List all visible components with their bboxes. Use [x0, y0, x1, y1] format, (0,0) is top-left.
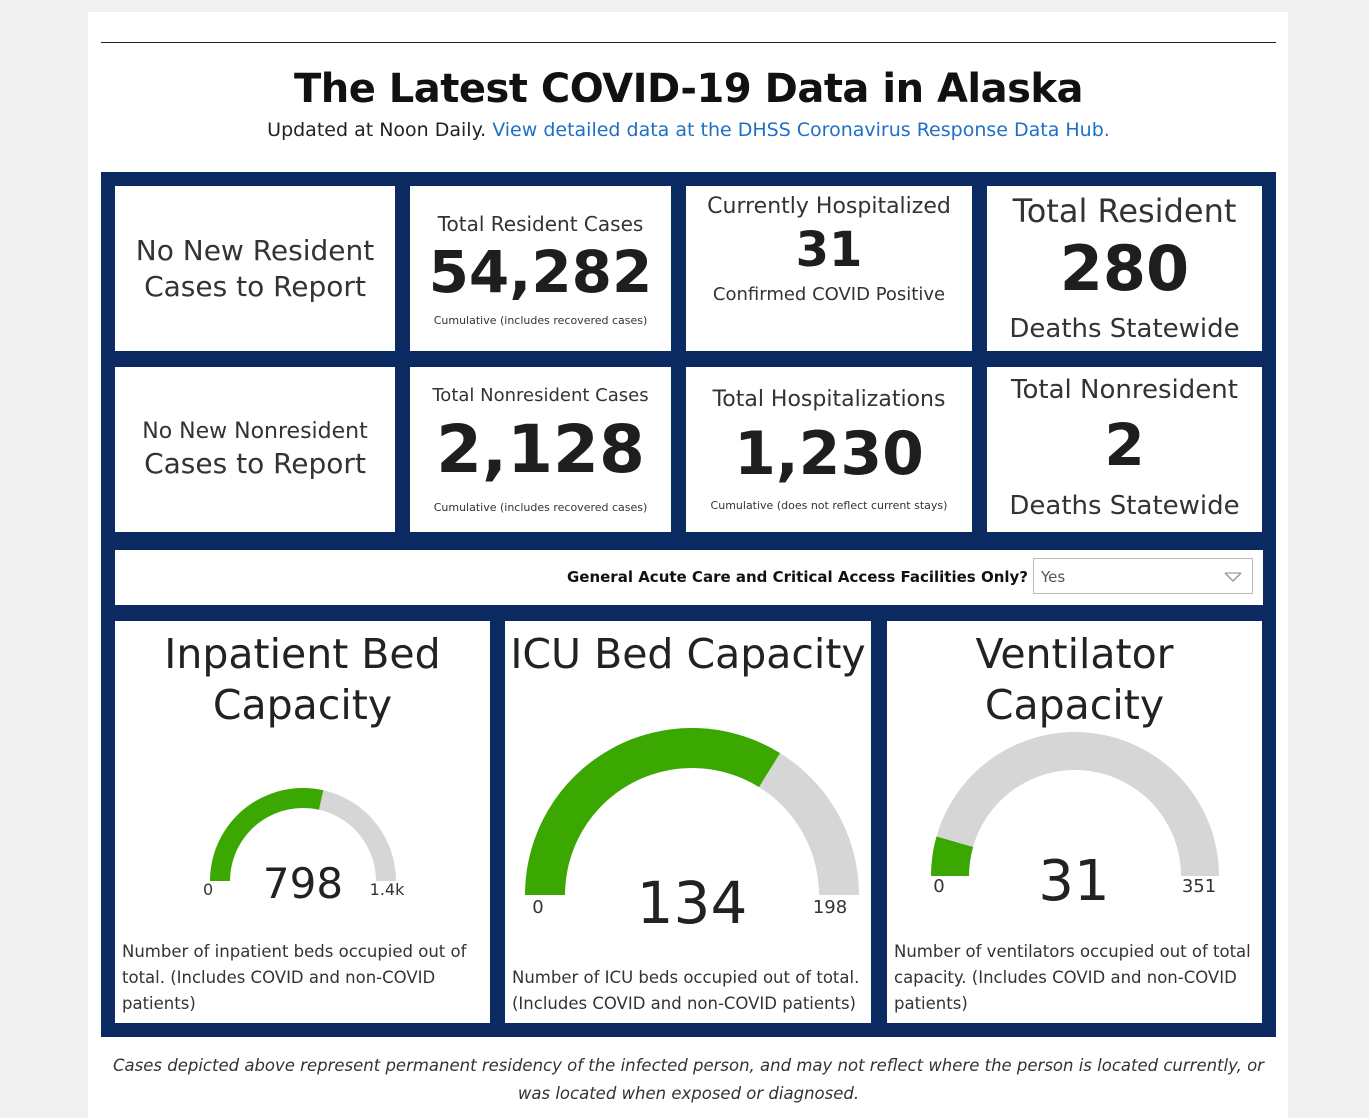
total-hospitalizations-note: Cumulative (does not reflect current sta…	[710, 499, 948, 512]
new-resident-line1: No New Resident	[135, 234, 375, 267]
inpatient-gauge-title-line2: Capacity	[212, 681, 393, 729]
icu-gauge-title: ICU Bed Capacity	[510, 630, 866, 678]
ventilator-gauge-title: Ventilator Capacity	[975, 630, 1174, 729]
subtitle-text: Updated at Noon Daily.	[267, 119, 487, 141]
ventilator-gauge-value: 31	[1038, 849, 1109, 914]
new-nonresident-cases-card: No New Nonresident Cases to Report	[115, 367, 395, 532]
total-resident-cases-note: Cumulative (includes recovered cases)	[433, 314, 648, 327]
ventilator-gauge-fill	[931, 836, 974, 876]
currently-hospitalized-note: Confirmed COVID Positive	[712, 284, 946, 305]
page-subtitle: Updated at Noon Daily. View detailed dat…	[101, 119, 1276, 141]
resident-deaths-note: Deaths Statewide	[1009, 314, 1240, 344]
resident-deaths-value: 280	[1059, 232, 1190, 305]
ventilator-gauge-card: Ventilator Capacity 0 31 351 Number of v…	[887, 621, 1262, 1023]
facility-filter-bar: General Acute Care and Critical Access F…	[115, 550, 1263, 605]
ventilator-gauge-max: 351	[1182, 876, 1216, 897]
data-hub-link[interactable]: View detailed data at the DHSS Coronavir…	[492, 119, 1110, 141]
facility-filter-value: Yes	[1041, 568, 1066, 586]
inpatient-gauge: 0 798 1.4k	[203, 788, 405, 908]
inpatient-gauge-min: 0	[203, 880, 213, 899]
total-nonresident-cases-card: Total Nonresident Cases 2,128 Cumulative…	[410, 367, 671, 532]
total-nonresident-cases-value: 2,128	[436, 411, 645, 488]
icu-gauge-card: ICU Bed Capacity 0 134 198 Number of ICU…	[505, 621, 871, 1023]
total-nonresident-cases-label: Total Nonresident Cases	[432, 385, 649, 406]
inpatient-gauge-value: 798	[263, 859, 343, 908]
inpatient-gauge-title-line1: Inpatient Bed	[164, 630, 441, 678]
icu-gauge-min: 0	[532, 897, 543, 918]
new-resident-cases-card: No New Resident Cases to Report	[115, 186, 395, 351]
facility-filter-label: General Acute Care and Critical Access F…	[566, 568, 1028, 586]
dashboard-panel: No New Resident Cases to Report Total Re…	[101, 172, 1276, 1037]
nonresident-deaths-label: Total Nonresident	[1011, 375, 1238, 405]
total-hospitalizations-card: Total Hospitalizations 1,230 Cumulative …	[686, 367, 972, 532]
inpatient-gauge-description: Number of inpatient beds occupied out of…	[122, 942, 467, 1013]
icu-gauge-max: 198	[813, 897, 847, 918]
total-hospitalizations-label: Total Hospitalizations	[712, 387, 946, 412]
total-resident-cases-label: Total Resident Cases	[437, 212, 644, 236]
residency-footnote: Cases depicted above represent permanent…	[113, 1056, 1264, 1103]
inpatient-gauge-fill	[210, 788, 324, 881]
facility-filter-dropdown[interactable]: Yes	[1033, 558, 1253, 594]
total-resident-cases-card: Total Resident Cases 54,282 Cumulative (…	[410, 186, 671, 351]
page-title: The Latest COVID-19 Data in Alaska	[293, 66, 1084, 112]
new-nonresident-line1: No New Nonresident	[142, 419, 368, 444]
ventilator-gauge: 0 31 351	[931, 732, 1219, 914]
ventilator-gauge-description: Number of ventilators occupied out of to…	[894, 942, 1251, 1013]
total-hospitalizations-value: 1,230	[734, 419, 924, 489]
total-resident-cases-value: 54,282	[428, 238, 653, 306]
new-nonresident-line2: Cases to Report	[144, 447, 366, 480]
inpatient-gauge-card: Inpatient Bed Capacity 0 798 1.4k Number…	[115, 621, 490, 1023]
icu-gauge-fill	[525, 728, 781, 895]
ventilator-gauge-min: 0	[933, 876, 944, 897]
ventilator-gauge-track	[931, 732, 1219, 876]
new-resident-line2: Cases to Report	[144, 270, 366, 303]
icu-gauge-description: Number of ICU beds occupied out of total…	[512, 968, 860, 1013]
total-nonresident-cases-note: Cumulative (includes recovered cases)	[433, 501, 648, 514]
icu-gauge-value: 134	[637, 869, 748, 937]
inpatient-gauge-max: 1.4k	[370, 880, 405, 899]
resident-deaths-label: Total Resident	[1012, 192, 1237, 230]
nonresident-deaths-note: Deaths Statewide	[1009, 491, 1240, 521]
currently-hospitalized-card: Currently Hospitalized 31 Confirmed COVI…	[686, 186, 972, 351]
nonresident-deaths-value: 2	[1104, 411, 1145, 479]
icu-gauge: 0 134 198	[525, 728, 859, 937]
header-divider	[101, 42, 1276, 43]
chevron-down-icon	[1224, 572, 1242, 583]
currently-hospitalized-value: 31	[795, 222, 863, 278]
currently-hospitalized-label: Currently Hospitalized	[707, 194, 951, 219]
resident-deaths-card: Total Resident 280 Deaths Statewide	[987, 186, 1262, 351]
nonresident-deaths-card: Total Nonresident 2 Deaths Statewide	[987, 367, 1262, 532]
